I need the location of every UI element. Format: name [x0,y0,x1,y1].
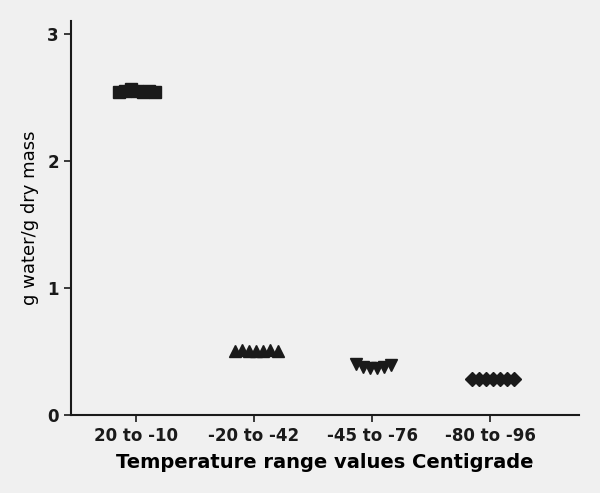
Y-axis label: g water/g dry mass: g water/g dry mass [21,131,39,305]
X-axis label: Temperature range values Centigrade: Temperature range values Centigrade [116,453,533,472]
